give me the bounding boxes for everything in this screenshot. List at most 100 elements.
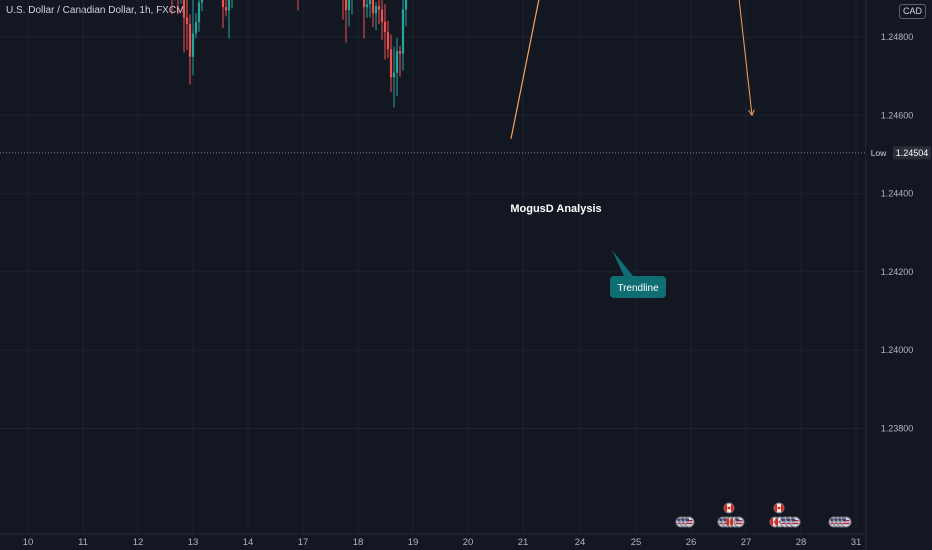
us-event-icon bbox=[789, 516, 801, 528]
flag-side bbox=[724, 504, 728, 512]
flag-side bbox=[730, 518, 734, 526]
price-axis: 1.274001.272001.270001.268001.266001.264… bbox=[881, 32, 914, 434]
candle-body bbox=[347, 0, 351, 11]
time-tick-label: 31 bbox=[851, 537, 862, 548]
time-tick-label: 17 bbox=[298, 537, 309, 548]
candle-body bbox=[185, 17, 189, 24]
flag-canton bbox=[838, 518, 842, 522]
candle-body bbox=[380, 9, 384, 22]
candle-body bbox=[395, 51, 399, 73]
flag-canton bbox=[786, 518, 790, 522]
candle-body bbox=[377, 6, 381, 10]
candle-body bbox=[224, 7, 228, 11]
flag-canton bbox=[830, 518, 834, 522]
flag-side bbox=[775, 518, 779, 526]
flag-canton bbox=[834, 518, 838, 522]
flag-canton bbox=[685, 518, 689, 522]
flag-canton bbox=[681, 518, 685, 522]
flag-stripe bbox=[842, 522, 850, 525]
time-axis: 10 11 12 13 14 17 18 19 20 21 24 25 26 27 28 31 bbox=[23, 537, 862, 548]
candle-body bbox=[227, 0, 231, 11]
time-tick-label: 21 bbox=[518, 537, 529, 548]
flag-side bbox=[726, 518, 730, 526]
time-tick-label: 18 bbox=[353, 537, 364, 548]
currency-badge[interactable]: CAD bbox=[899, 4, 927, 19]
candle-body bbox=[362, 0, 366, 8]
flag-canton bbox=[677, 518, 681, 522]
ca-event-icon bbox=[723, 502, 735, 514]
time-tick-label: 14 bbox=[243, 537, 254, 548]
flag-stripe bbox=[791, 522, 799, 525]
time-tick-label: 13 bbox=[188, 537, 199, 548]
time-tick-label: 24 bbox=[575, 537, 586, 548]
trendline bbox=[510, 0, 540, 139]
candle-body bbox=[401, 9, 405, 54]
callout-pointer bbox=[612, 250, 633, 276]
time-tick-label: 25 bbox=[631, 537, 642, 548]
time-tick-label: 26 bbox=[686, 537, 697, 548]
time-tick-label: 10 bbox=[23, 537, 34, 548]
low-label: Low bbox=[871, 148, 887, 158]
time-tick-label: 11 bbox=[78, 537, 88, 548]
flag-side bbox=[730, 504, 734, 512]
flag-canton bbox=[842, 518, 846, 522]
flag-stripe bbox=[685, 522, 693, 525]
projection-arrowhead bbox=[748, 109, 755, 117]
candle-body bbox=[191, 33, 195, 57]
time-tick-label: 20 bbox=[463, 537, 474, 548]
candle-body bbox=[389, 49, 393, 78]
flag-leaf bbox=[777, 506, 781, 510]
us-event-icon bbox=[683, 516, 695, 528]
candle-body bbox=[386, 32, 390, 50]
candle-body bbox=[188, 23, 192, 57]
candle-body bbox=[392, 72, 396, 78]
symbol-title: U.S. Dollar / Canadian Dollar, 1h, FXCM bbox=[6, 5, 185, 16]
flag-canton bbox=[723, 518, 727, 522]
candle-body bbox=[200, 0, 204, 3]
grid bbox=[0, 0, 865, 534]
flag-side bbox=[774, 504, 778, 512]
flag-canton bbox=[735, 518, 739, 522]
candle-body bbox=[365, 4, 369, 8]
low-label-box bbox=[866, 146, 891, 160]
callout-box bbox=[610, 276, 666, 298]
flag-side bbox=[780, 504, 784, 512]
candle-body bbox=[182, 0, 186, 18]
price-tick-label: 1.24400 bbox=[881, 189, 914, 199]
price-tick-label: 1.24200 bbox=[881, 267, 914, 277]
time-tick-label: 19 bbox=[408, 537, 419, 548]
flag-canton bbox=[791, 518, 795, 522]
time-tick-label: 27 bbox=[741, 537, 752, 548]
price-tick-label: 1.23800 bbox=[881, 423, 914, 433]
time-tick-label: 28 bbox=[796, 537, 807, 548]
low-value-box bbox=[893, 146, 931, 160]
analysis-label: MogusD Analysis bbox=[510, 203, 601, 215]
candle-body bbox=[344, 0, 348, 11]
candle-body bbox=[374, 6, 378, 14]
flag-stripe bbox=[735, 522, 743, 525]
price-tick-label: 1.24600 bbox=[881, 110, 914, 120]
us-event-icon bbox=[733, 516, 745, 528]
candle-body bbox=[398, 51, 402, 54]
time-tick-label: 12 bbox=[133, 537, 144, 548]
candle-body bbox=[404, 0, 408, 10]
candle-body bbox=[371, 0, 375, 14]
flag-canton bbox=[781, 518, 785, 522]
candle-body bbox=[383, 21, 387, 33]
price-tick-label: 1.24000 bbox=[881, 345, 914, 355]
candle-body bbox=[368, 0, 372, 5]
candles bbox=[171, 0, 408, 108]
candle-body bbox=[197, 2, 201, 23]
ca-event-icon bbox=[773, 502, 785, 514]
price-tick-label: 1.24800 bbox=[881, 32, 914, 42]
low-value: 1.24504 bbox=[896, 148, 929, 158]
projection-arrow-line bbox=[738, 0, 753, 116]
flag-leaf bbox=[727, 506, 731, 510]
flag-side bbox=[770, 518, 774, 526]
us-event-icon bbox=[840, 516, 852, 528]
candle-body bbox=[221, 0, 225, 8]
flag-canton bbox=[719, 518, 723, 522]
callout-label: Trendline bbox=[617, 283, 659, 294]
candle-body bbox=[194, 22, 198, 34]
